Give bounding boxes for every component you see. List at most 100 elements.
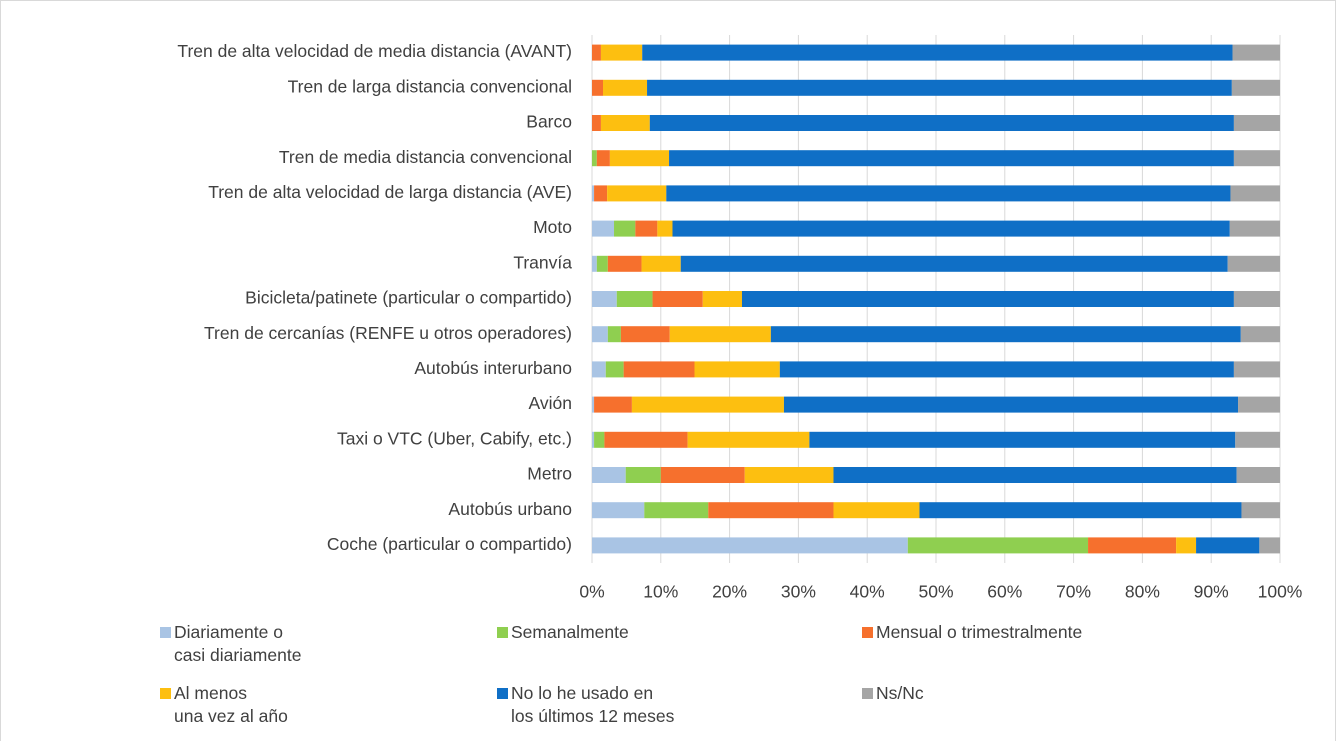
bar-segment [600, 115, 650, 131]
bar-segment [604, 431, 688, 448]
x-tick-label: 70% [1056, 582, 1091, 602]
bar-segment [666, 185, 1231, 202]
y-tick-label: Taxi o VTC (Uber, Cabify, etc.) [337, 428, 572, 448]
bar-segment [594, 396, 632, 413]
bar-segment [1227, 255, 1280, 272]
bar-segment [594, 185, 608, 202]
legend-swatch [160, 627, 171, 638]
bar-segment [603, 79, 648, 96]
legend-swatch [160, 688, 171, 699]
y-tick-label: Bicicleta/patinete (particular o compart… [245, 288, 572, 308]
bar-segment [635, 220, 658, 237]
bar-segment [592, 115, 601, 131]
bar-segment [1196, 537, 1260, 554]
bar-segment [596, 255, 608, 272]
y-tick-label: Tren de cercanías (RENFE u otros operado… [204, 323, 572, 343]
bar-segment [669, 150, 1234, 167]
bar-segment [649, 115, 1234, 131]
x-tick-label: 40% [850, 582, 885, 602]
bar-segment [592, 291, 617, 307]
x-tick-label: 100% [1258, 582, 1303, 602]
bar-segment [1232, 44, 1280, 61]
bar-segment [592, 185, 595, 202]
x-tick-label: 60% [987, 582, 1022, 602]
legend-swatch [497, 688, 508, 699]
y-tick-label: Tren de alta velocidad de media distanci… [177, 41, 572, 61]
bar-segment [631, 396, 784, 413]
bar-segment [625, 467, 661, 483]
legend-swatch [497, 627, 508, 638]
bar-segment [616, 291, 653, 307]
bar-segment [907, 537, 1089, 554]
bar-segment [708, 502, 834, 519]
bar-segment [642, 44, 1233, 61]
bar-segment [652, 291, 703, 307]
bar-segment [1236, 467, 1280, 483]
bar-segment [1259, 537, 1280, 554]
bar-segment [1233, 115, 1280, 131]
x-tick-label: 80% [1125, 582, 1160, 602]
y-tick-label: Tren de larga distancia convencional [288, 76, 572, 96]
y-tick-label: Autobús interurbano [414, 358, 572, 378]
bar-segment [592, 150, 597, 167]
bar-segment [609, 150, 670, 167]
bar-segment [592, 396, 595, 413]
legend-label: Ns/Nc [876, 683, 924, 703]
bar-segment [592, 44, 601, 61]
legend-item: No lo he usado en los últimos 12 meses [497, 682, 674, 728]
bar-segment [605, 361, 624, 378]
y-tick-label: Tren de alta velocidad de larga distanci… [208, 182, 572, 202]
bar-segment [672, 220, 1230, 237]
bar-segment [833, 502, 920, 519]
bar-segment [647, 79, 1232, 96]
bar-segment [1088, 537, 1177, 554]
legend-swatch [862, 688, 873, 699]
bar-segment [592, 326, 608, 343]
y-tick-label: Moto [533, 217, 572, 237]
bar-segment [1176, 537, 1197, 554]
bar-segment [680, 255, 1228, 272]
bar-segment [1233, 361, 1280, 378]
bar-segment [779, 361, 1234, 378]
bar-segment [919, 502, 1242, 519]
bar-segment [1233, 150, 1280, 167]
bar-segment [1241, 502, 1280, 519]
bar-segment [687, 431, 810, 448]
bar-segment [592, 431, 595, 448]
y-tick-label: Metro [527, 464, 572, 484]
bar-segment [596, 150, 610, 167]
bar-segment [1231, 79, 1280, 96]
bar-segment [607, 255, 642, 272]
legend-item: Diariamente o casi diariamente [160, 621, 301, 667]
bar-segment [623, 361, 695, 378]
bar-segment [1235, 431, 1280, 448]
legend-label: Mensual o trimestralmente [876, 622, 1083, 642]
bar-segment [607, 185, 667, 202]
bar-segment [657, 220, 673, 237]
bar-segment [833, 467, 1237, 483]
bar-segment [594, 431, 605, 448]
bar-segment [694, 361, 780, 378]
bar-segment [592, 502, 645, 519]
bar-segment [592, 79, 604, 96]
bar-segment [620, 326, 670, 343]
bar-segment [1233, 291, 1280, 307]
y-tick-label: Avión [529, 393, 572, 413]
bar-segment [660, 467, 745, 483]
y-tick-label: Tren de media distancia convencional [279, 147, 572, 167]
bar-segment [592, 361, 606, 378]
x-tick-label: 50% [918, 582, 953, 602]
legend-item: Mensual o trimestralmente [862, 621, 1082, 644]
y-tick-label: Barco [526, 112, 572, 132]
legend-item: Semanalmente [497, 621, 629, 644]
bar-segment [641, 255, 681, 272]
bar-segment [592, 537, 908, 554]
bar-segment [1238, 396, 1280, 413]
x-tick-label: 10% [643, 582, 678, 602]
y-tick-label: Coche (particular o compartido) [327, 534, 572, 554]
y-tick-label: Autobús urbano [448, 499, 572, 519]
legend-label: Semanalmente [511, 622, 629, 642]
legend-item: Ns/Nc [862, 682, 924, 705]
legend-swatch [862, 627, 873, 638]
